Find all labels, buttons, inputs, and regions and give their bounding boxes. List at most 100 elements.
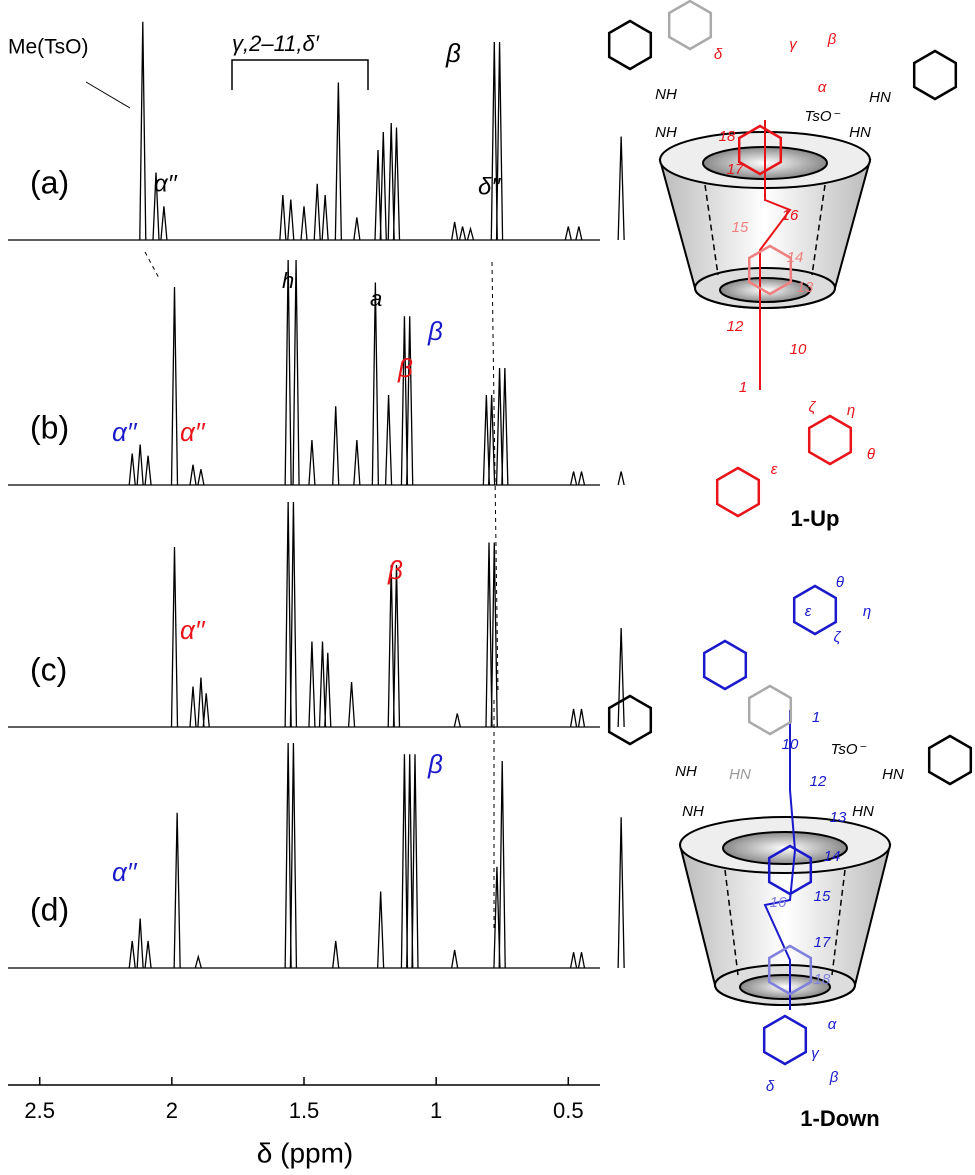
atom-label: HN	[849, 124, 871, 141]
peak	[577, 708, 586, 728]
ring	[747, 684, 793, 736]
peak	[300, 206, 308, 241]
atom-label: NH	[655, 86, 677, 103]
peak	[406, 316, 414, 486]
series-label: (c)	[30, 651, 67, 687]
peak	[170, 286, 179, 486]
structure-name: 1-Down	[800, 1106, 879, 1131]
x-tick-label: 2.5	[24, 1098, 55, 1123]
atom-label: β	[827, 31, 837, 48]
peak	[451, 949, 459, 969]
ring	[715, 466, 761, 518]
peak	[308, 641, 316, 728]
atom-label: HN	[729, 766, 751, 783]
peak	[170, 546, 179, 728]
ring	[607, 19, 653, 71]
atom-label: 18	[814, 971, 831, 988]
peak	[202, 693, 210, 728]
peak	[575, 226, 583, 241]
series-label: (a)	[30, 164, 69, 200]
ring	[747, 244, 793, 296]
peak	[287, 199, 295, 241]
peak	[451, 221, 459, 241]
peak	[400, 316, 409, 486]
atom-label: 13	[830, 809, 847, 826]
ring	[792, 584, 838, 636]
atom-label: HN	[852, 803, 874, 820]
peak	[321, 194, 329, 241]
peak	[197, 677, 205, 728]
ring	[927, 734, 973, 786]
atom-label: α	[828, 1016, 837, 1033]
peak-annotation: α′′	[112, 417, 138, 447]
atom-label: 10	[782, 736, 799, 753]
x-axis-label: δ (ppm)	[257, 1137, 353, 1168]
peak	[189, 464, 197, 486]
ring	[767, 944, 813, 996]
peak	[482, 394, 491, 486]
peak	[128, 940, 136, 969]
atom-label: 15	[814, 888, 831, 905]
peak	[569, 708, 578, 728]
atom-label: 14	[824, 848, 841, 865]
atom-label: δ	[766, 1078, 775, 1095]
peak	[485, 542, 493, 728]
atom-label: 12	[727, 318, 744, 335]
peak	[332, 406, 340, 486]
peak	[490, 542, 498, 728]
atom-label: 18	[719, 128, 736, 145]
peak	[392, 564, 401, 728]
peak	[279, 194, 287, 241]
peak	[308, 439, 316, 486]
atom-label: TsO⁻	[805, 108, 841, 125]
peak	[139, 21, 147, 241]
atom-label: 10	[790, 341, 807, 358]
peak	[490, 41, 498, 241]
atom-label: ε	[771, 461, 778, 478]
peak-annotation: δ′′	[478, 173, 502, 200]
peak-annotation: Me(TsO)	[8, 36, 89, 59]
peak	[493, 866, 501, 969]
peak	[144, 940, 152, 969]
peak	[318, 641, 327, 728]
peak	[152, 172, 160, 241]
rings	[607, 0, 973, 1066]
peak	[347, 681, 356, 728]
atom-label: η	[847, 402, 855, 419]
ring	[912, 49, 958, 101]
ring	[667, 0, 713, 51]
x-tick-label: 1	[430, 1098, 442, 1123]
peak	[136, 918, 144, 969]
peak	[136, 444, 144, 486]
cyclodextrin-up	[658, 120, 872, 390]
peak	[284, 501, 292, 728]
peak-annotation: h	[282, 268, 294, 293]
atom-label: ε	[805, 603, 812, 620]
cyclodextrin-down	[678, 710, 892, 1010]
spectra: 2.5 2 1.5 1 0.5 δ (ppm) (a) (b) (c) (d) Me(TsO) γ,2…	[8, 21, 625, 1168]
peak	[284, 742, 292, 969]
atom-label: HN	[869, 89, 891, 106]
atom-label: 17	[727, 161, 744, 178]
peak	[353, 439, 361, 486]
peak-annotation: β	[427, 316, 443, 346]
peak	[495, 367, 504, 486]
ring	[767, 844, 813, 896]
atom-label: ζ	[834, 629, 842, 646]
peak	[569, 471, 578, 486]
atom-label: 13	[797, 279, 814, 296]
atom-label: 15	[732, 219, 749, 236]
atom-label: 1	[739, 379, 747, 396]
ring	[762, 1014, 808, 1066]
peak	[197, 469, 205, 486]
atom-label: HN	[882, 766, 904, 783]
peak-annotation: α′′	[154, 170, 178, 197]
peak	[173, 812, 181, 969]
peak	[577, 952, 586, 969]
peak-annotation: β	[387, 555, 403, 585]
peak	[384, 394, 393, 486]
series-label: (d)	[30, 891, 69, 927]
atom-label: 16	[770, 894, 787, 911]
